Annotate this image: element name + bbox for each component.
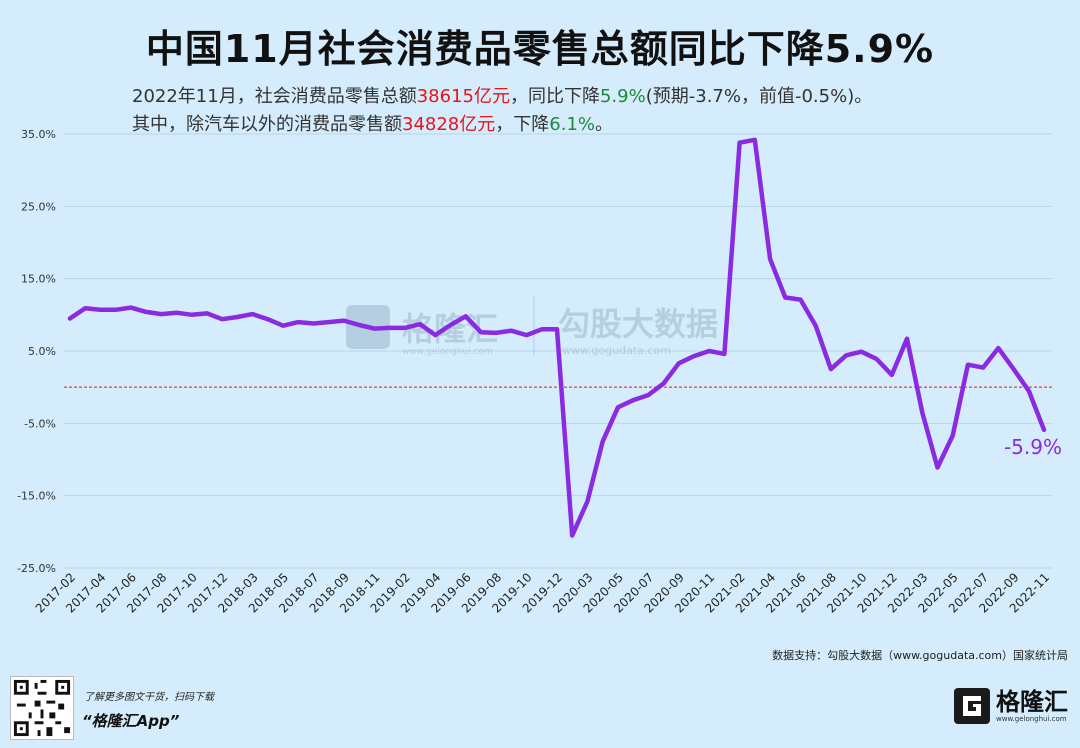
data-point	[845, 354, 847, 356]
ex-auto-decline-value: 6.1%	[549, 114, 595, 135]
data-point	[313, 323, 314, 325]
data-point	[1028, 390, 1030, 392]
data-point	[404, 327, 406, 329]
data-point	[343, 320, 345, 322]
end-value-label: -5.9%	[1004, 435, 1062, 459]
data-point	[69, 317, 71, 319]
data-point	[784, 296, 786, 298]
data-point	[632, 399, 634, 401]
y-axis: -25.0% -15.0% -5.0% 5.0% 15.0% 25.0% 35.0%	[17, 128, 56, 575]
y-tick-label: 35.0%	[21, 128, 56, 141]
data-point	[373, 328, 375, 330]
data-point	[130, 307, 132, 309]
data-point	[358, 324, 360, 326]
brand-url: www.gelonghui.com	[996, 715, 1067, 723]
data-point	[906, 338, 908, 340]
data-point	[495, 332, 497, 334]
data-point	[176, 312, 178, 314]
data-point	[115, 309, 117, 311]
data-point	[541, 328, 543, 330]
data-point	[663, 383, 665, 385]
data-point	[693, 355, 695, 357]
data-source: 数据支持：勾股大数据（www.gogudata.com）国家统计局	[772, 649, 1068, 662]
watermark-name-2: 勾股大数据	[558, 305, 718, 343]
data-point	[723, 353, 725, 355]
qr-code[interactable]	[10, 676, 74, 740]
data-point	[449, 324, 451, 326]
data-point	[99, 309, 101, 311]
data-point	[815, 325, 817, 327]
data-point	[328, 321, 330, 323]
brand-name: 格隆汇	[996, 688, 1068, 716]
data-point	[419, 323, 421, 325]
data-point	[282, 325, 284, 327]
promo-app-name: “格隆汇App”	[82, 712, 180, 730]
data-point	[160, 313, 162, 315]
watermark: 格隆汇 www.gelonghui.com 勾股大数据 www.gogudata…	[346, 296, 718, 357]
yoy-decline-value: 5.9%	[599, 86, 646, 107]
x-axis: 2017-022017-042017-062017-082017-102017-…	[33, 570, 1052, 615]
data-point	[754, 139, 756, 141]
data-point	[465, 315, 467, 317]
data-point	[389, 327, 391, 329]
promo-text: 了解更多图文干货，扫码下载	[84, 692, 214, 703]
retail-total-value: 38615亿元	[416, 86, 510, 107]
data-point	[1043, 429, 1045, 431]
data-point	[708, 350, 710, 352]
data-point	[936, 466, 938, 468]
data-point	[769, 258, 771, 260]
data-point	[830, 368, 832, 370]
data-point	[571, 534, 573, 536]
series-line	[67, 137, 1047, 538]
data-point	[891, 374, 893, 376]
data-point	[556, 328, 558, 330]
data-point	[206, 312, 208, 314]
data-point	[602, 440, 604, 442]
data-point	[267, 318, 269, 320]
data-point	[191, 314, 193, 316]
data-point	[145, 311, 147, 313]
watermark-url-1: www.gelonghui.com	[402, 347, 493, 357]
ex-auto-retail-value: 34828亿元	[402, 114, 496, 135]
data-point	[800, 299, 801, 301]
y-tick-label: 25.0%	[21, 200, 56, 213]
y-tick-label: -25.0%	[17, 562, 56, 575]
data-point	[982, 367, 984, 369]
y-tick-label: -15.0%	[17, 490, 56, 503]
data-point	[860, 351, 862, 353]
qr-code-icon	[11, 677, 73, 739]
data-point	[1013, 368, 1015, 370]
data-point	[480, 331, 482, 333]
brand-logo: 格隆汇 www.gelonghui.com	[954, 688, 1068, 724]
line-chart: 格隆汇 www.gelonghui.com 勾股大数据 www.gogudata…	[17, 128, 1062, 616]
y-tick-label: 5.0%	[28, 345, 56, 358]
data-point	[921, 411, 923, 413]
data-point	[434, 334, 436, 336]
data-point	[678, 362, 680, 364]
data-point	[84, 307, 86, 309]
y-tick-label: 15.0%	[21, 273, 56, 286]
data-point	[967, 364, 969, 366]
data-point	[997, 347, 999, 349]
data-point	[297, 321, 299, 323]
data-point	[236, 316, 238, 318]
data-point	[221, 318, 223, 320]
watermark-name-1: 格隆汇	[402, 310, 498, 348]
watermark-url-2: www.gogudata.com	[562, 344, 671, 357]
data-point	[526, 334, 528, 336]
y-tick-label: -5.0%	[24, 417, 56, 430]
subtitle-line-1: 2022年11月，社会消费品零售总额38615亿元，同比下降5.9%(预期-3.…	[132, 86, 873, 107]
data-point	[586, 500, 588, 502]
data-point	[952, 435, 954, 437]
subtitle-line-2: 其中，除汽车以外的消费品零售额34828亿元，下降6.1%。	[132, 114, 613, 135]
data-point	[510, 330, 512, 332]
series-layer	[67, 137, 1047, 538]
data-point	[647, 394, 649, 396]
page-title: 中国11月社会消费品零售总额同比下降5.9%	[145, 27, 935, 71]
data-point	[739, 142, 741, 144]
data-point	[876, 358, 878, 360]
data-point	[252, 313, 254, 315]
brand-logo-icon	[954, 688, 990, 724]
data-point	[617, 406, 619, 408]
